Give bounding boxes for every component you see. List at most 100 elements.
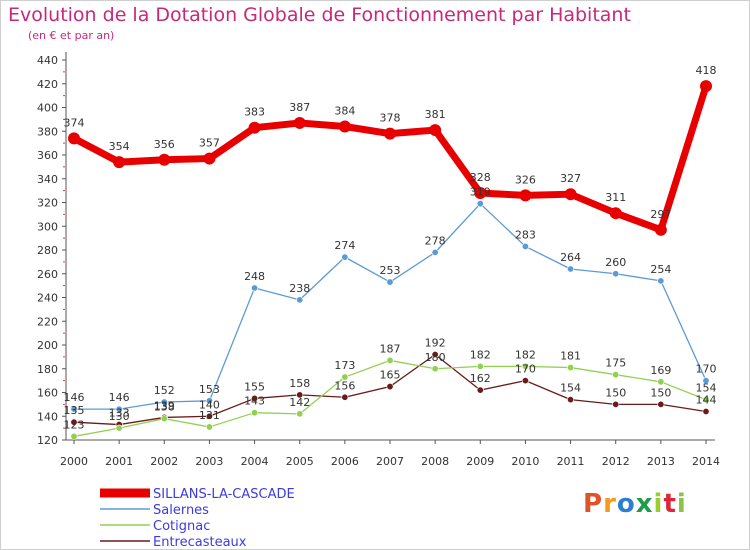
data-label: 144 [696,394,717,407]
data-point [248,121,261,134]
data-point [160,398,168,406]
data-point [205,412,213,420]
data-point [296,296,304,304]
legend-label: Entrecasteaux [153,535,247,550]
data-point [70,405,78,413]
data-point [567,396,575,404]
data-point [474,187,487,199]
chart-title: Evolution de la Dotation Globale de Fonc… [8,4,631,26]
axes: 120 140 160 180 200 220 240 260 280 300 320 340 360 3… [37,52,720,468]
data-label: 354 [109,140,130,153]
data-label: 170 [696,363,717,376]
data-label: 146 [109,391,130,404]
logo-letter: i [676,489,687,519]
x-tick-label: 2010 [511,455,539,468]
logo-letter: i [653,489,664,519]
y-tick-label: 280 [37,244,58,257]
data-label: 384 [334,105,355,118]
data-point [386,278,394,286]
y-tick-label: 260 [37,268,58,281]
data-point [205,423,213,431]
y-tick-label: 400 [37,102,58,115]
data-label: 356 [154,138,175,151]
legend: SILLANS-LA-CASCADESalernesCotignacEntrec… [100,487,295,550]
logo-letter: x [635,489,654,519]
y-tick-label: 140 [37,410,58,423]
data-label: 260 [605,256,626,269]
proxiti-logo: Proxiti [583,489,687,519]
data-label: 254 [650,263,671,276]
data-label: 387 [289,101,310,114]
x-tick-label: 2004 [241,455,269,468]
data-point [564,188,577,201]
data-label: 180 [425,351,446,364]
data-point [431,365,439,373]
data-label: 274 [334,239,355,252]
data-label: 123 [64,418,85,431]
data-point [205,397,213,405]
data-label: 162 [470,372,491,385]
data-label: 156 [334,379,355,392]
data-point [203,152,216,165]
data-point [657,277,665,285]
data-point [338,120,351,133]
data-label: 378 [380,112,401,125]
data-label: 158 [289,377,310,390]
data-point [70,432,78,440]
data-label: 150 [650,386,671,399]
data-point [341,393,349,401]
data-point [341,373,349,381]
y-tick-label: 380 [37,125,58,138]
data-point [251,394,259,402]
data-label: 328 [470,171,491,184]
data-label: 311 [605,191,626,204]
x-tick-label: 2008 [421,455,449,468]
y-tick-label: 120 [37,434,58,447]
logo-letter: r [603,489,617,519]
data-label: 142 [289,396,310,409]
data-label: 130 [109,410,130,423]
data-label: 143 [244,395,265,408]
x-tick-label: 2003 [195,455,223,468]
logo-letter: P [583,489,604,519]
data-label: 182 [515,348,536,361]
data-label: 253 [380,264,401,277]
data-label: 248 [244,270,265,283]
data-label: 135 [64,404,85,417]
data-point [521,242,529,250]
data-label: 165 [380,369,401,382]
y-tick-label: 420 [37,78,58,91]
logo-letter: t [663,489,677,519]
data-label: 133 [109,407,130,420]
data-point [431,248,439,256]
data-point [113,156,126,169]
data-label: 173 [334,359,355,372]
data-point [429,124,442,137]
data-point [702,377,710,385]
data-point [609,207,622,220]
y-tick-label: 220 [37,315,58,328]
data-point [476,386,484,394]
y-tick-label: 300 [37,220,58,233]
x-tick-label: 2011 [557,455,585,468]
data-point [293,116,306,129]
chart-subtitle: (en € et par an) [28,29,115,42]
data-point [567,364,575,372]
data-label: 383 [244,106,265,119]
legend-label: SILLANS-LA-CASCADE [153,487,295,502]
data-point [476,200,484,208]
data-point [700,80,712,93]
data-point [158,153,171,166]
data-point [296,391,304,399]
data-point [702,396,710,404]
data-point [68,132,80,145]
y-tick-label: 160 [37,387,58,400]
data-point [612,371,620,379]
y-tick-label: 320 [37,197,58,210]
data-label: 278 [425,234,446,247]
data-point [702,407,710,415]
data-label: 192 [425,337,446,350]
data-point [386,383,394,391]
data-label: 131 [199,409,220,422]
data-label: 175 [605,357,626,370]
